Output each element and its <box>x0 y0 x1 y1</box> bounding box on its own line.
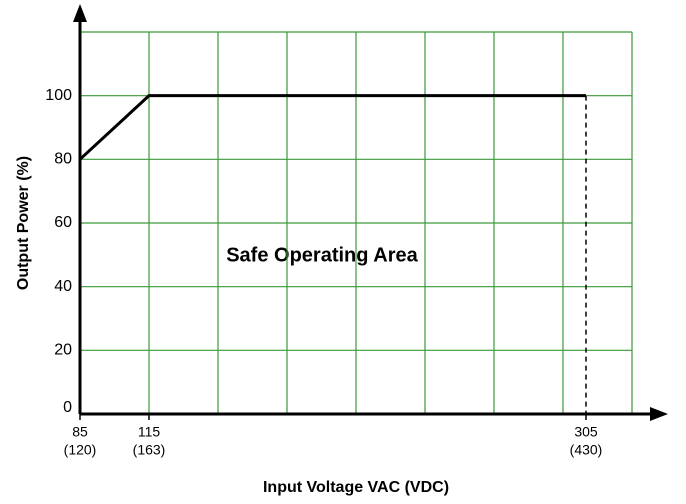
y-tick-label: 20 <box>54 342 72 359</box>
x-tick-sublabel: (120) <box>64 442 97 458</box>
y-tick-label: 80 <box>54 151 72 168</box>
y-axis-label: Output Power (%) <box>15 156 32 290</box>
x-tick-label: 305 <box>574 424 598 440</box>
y-tick-label: 40 <box>54 278 72 295</box>
power-curve <box>78 94 586 161</box>
x-axis-arrow <box>650 407 668 421</box>
x-tick-sublabel: (163) <box>133 442 166 458</box>
x-tick-label: 115 <box>138 424 161 440</box>
x-tick-sublabel: (430) <box>570 442 603 458</box>
x-tick-label: 85 <box>72 424 88 440</box>
x-axis-label: Input Voltage VAC (VDC) <box>263 479 449 496</box>
y-tick-label: 60 <box>54 214 72 231</box>
y-axis-arrow <box>73 4 87 22</box>
y-tick-label: 0 <box>63 399 72 416</box>
y-tick-label: 100 <box>45 87 72 104</box>
annotation: Safe Operating Area <box>226 244 418 266</box>
